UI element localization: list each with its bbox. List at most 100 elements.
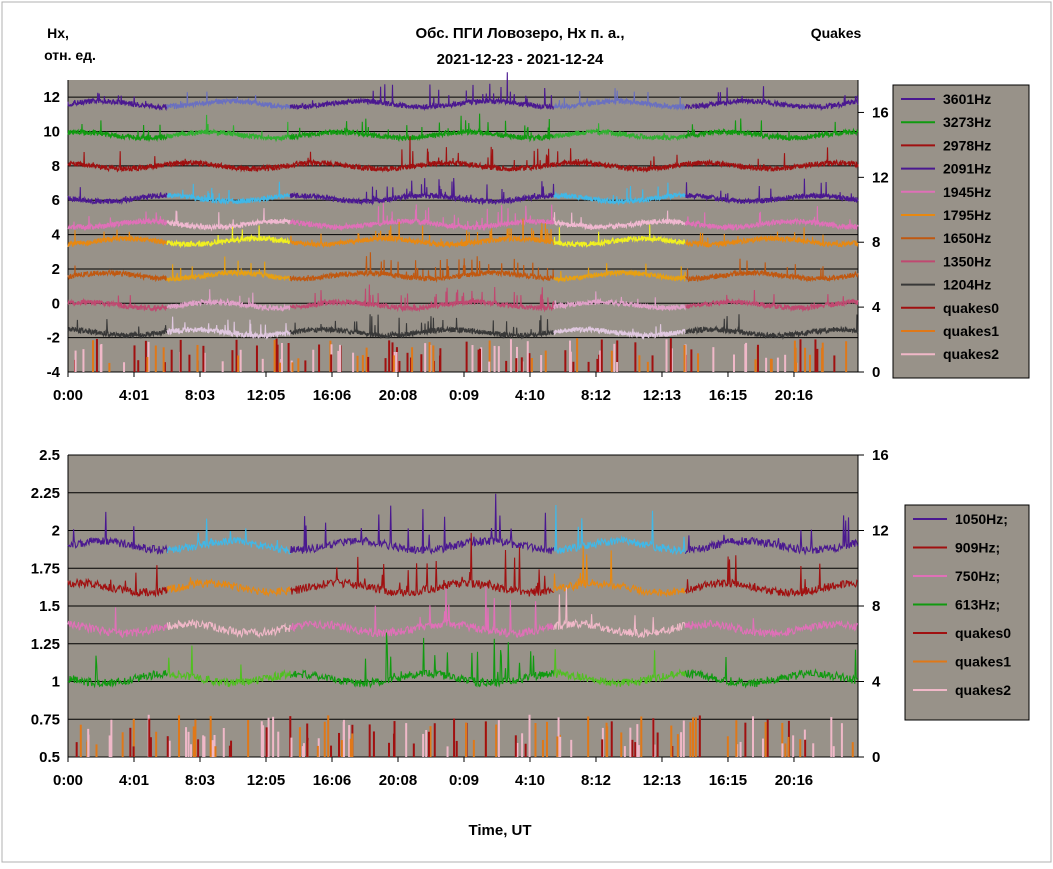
x-tick-label: 4:01 (119, 387, 149, 404)
quake-bar (637, 745, 640, 757)
quake-bar (689, 722, 692, 757)
legend-label: 2978Hz (943, 137, 991, 153)
x-tick-label: 0:09 (449, 387, 479, 404)
quake-bar (121, 732, 124, 757)
quake-bar (393, 721, 396, 757)
y2-tick-label: 0 (872, 364, 880, 381)
chart-title-line-2: 2021-12-23 - 2021-12-24 (437, 51, 604, 68)
quake-bar (570, 739, 573, 757)
quake-bar (338, 732, 341, 757)
chart-title-line-1: Обс. ПГИ Ловозеро, Hx п. а., (416, 25, 625, 42)
quake-bar (280, 342, 283, 372)
series-line-1204hz (166, 316, 291, 340)
series-line-1350hz (67, 295, 168, 313)
quake-bar (670, 725, 673, 757)
quake-bar (221, 361, 224, 372)
quake-bar (302, 743, 305, 757)
quake-bar (576, 338, 579, 372)
series-line-1050hz (290, 493, 555, 555)
quake-bar (799, 739, 802, 757)
quake-bar (123, 362, 126, 372)
quake-bar (154, 345, 157, 372)
quake-bar (754, 359, 757, 372)
quake-bar (784, 354, 787, 372)
series-line-2091hz (67, 187, 168, 205)
quake-bar (129, 727, 132, 757)
series-line-3273hz (166, 114, 291, 143)
quake-bar (261, 358, 264, 372)
quake-bar (265, 727, 268, 757)
quake-bar (671, 746, 674, 757)
quake-bar (821, 342, 824, 372)
quake-bar (776, 357, 779, 372)
quake-bar (95, 744, 98, 757)
legend-label: 1204Hz (943, 277, 991, 293)
y2-tick-label: 8 (872, 234, 880, 251)
quake-bar (170, 349, 173, 372)
quake-bar (133, 345, 136, 372)
quake-bar (316, 745, 319, 757)
legend-label: 2091Hz (943, 161, 991, 177)
quake-bar (420, 354, 423, 372)
y-tick-label: -4 (47, 364, 61, 381)
series-line-2978hz (684, 147, 859, 172)
y-tick-label: 2.25 (31, 485, 60, 502)
series-line-750hz (553, 587, 686, 639)
quake-bar (495, 724, 498, 757)
quake-bar (388, 742, 391, 757)
quake-bar (764, 722, 767, 757)
x-tick-label: 16:06 (313, 387, 351, 404)
quake-bar (792, 735, 795, 757)
quake-bar (351, 733, 354, 757)
quake-bar (95, 338, 98, 372)
y-tick-label: 1 (52, 674, 60, 691)
y-tick-label: 10 (43, 124, 60, 141)
quake-bar (179, 339, 182, 372)
quake-bar (669, 338, 672, 372)
x-axis-label: Time, UT (468, 822, 531, 839)
quake-bar (833, 355, 836, 372)
quake-bar (214, 746, 217, 757)
quake-bar (497, 720, 500, 757)
legend-label: 1945Hz (943, 184, 991, 200)
quake-bar (388, 340, 391, 372)
quake-bar (756, 344, 759, 372)
quake-bar (132, 746, 135, 757)
quake-bar (484, 721, 487, 757)
legend-label: quakes2 (943, 346, 999, 362)
quake-bar (465, 341, 468, 372)
quake-bar (629, 727, 632, 757)
quake-bar (540, 355, 543, 372)
quake-bar (424, 343, 427, 372)
quake-bar (247, 720, 250, 757)
series-line-750hz (67, 607, 168, 639)
series-line-3273hz (67, 120, 168, 143)
quake-bar (330, 745, 333, 757)
x-tick-label: 0:00 (53, 772, 83, 789)
quake-bar (147, 341, 150, 372)
series-line-2091hz (553, 182, 686, 206)
quake-bar (75, 742, 78, 757)
series-line-1050hz (166, 518, 291, 555)
quake-bar (304, 360, 307, 372)
quake-bar (395, 351, 398, 372)
quake-bar (480, 347, 483, 372)
quake-bar (213, 734, 216, 757)
quake-bar (656, 732, 659, 757)
legend-label: 1795Hz (943, 207, 991, 223)
y2-tick-label: 16 (872, 447, 889, 464)
legend-label: 3273Hz (943, 114, 991, 130)
series-line-1795hz (289, 218, 555, 249)
x-tick-label: 0:09 (449, 772, 479, 789)
quake-bar (634, 742, 637, 757)
quake-bar (752, 716, 755, 757)
quake-bar (530, 357, 533, 372)
series-line-613hz (553, 649, 686, 688)
y2-tick-label: 4 (872, 299, 881, 316)
quake-bar (616, 340, 619, 372)
y-tick-label: -2 (47, 330, 60, 347)
quake-bar (405, 723, 408, 757)
quake-bar (168, 740, 171, 757)
legend-label: 909Hz; (955, 540, 1000, 556)
series-line-1650hz (289, 252, 555, 283)
